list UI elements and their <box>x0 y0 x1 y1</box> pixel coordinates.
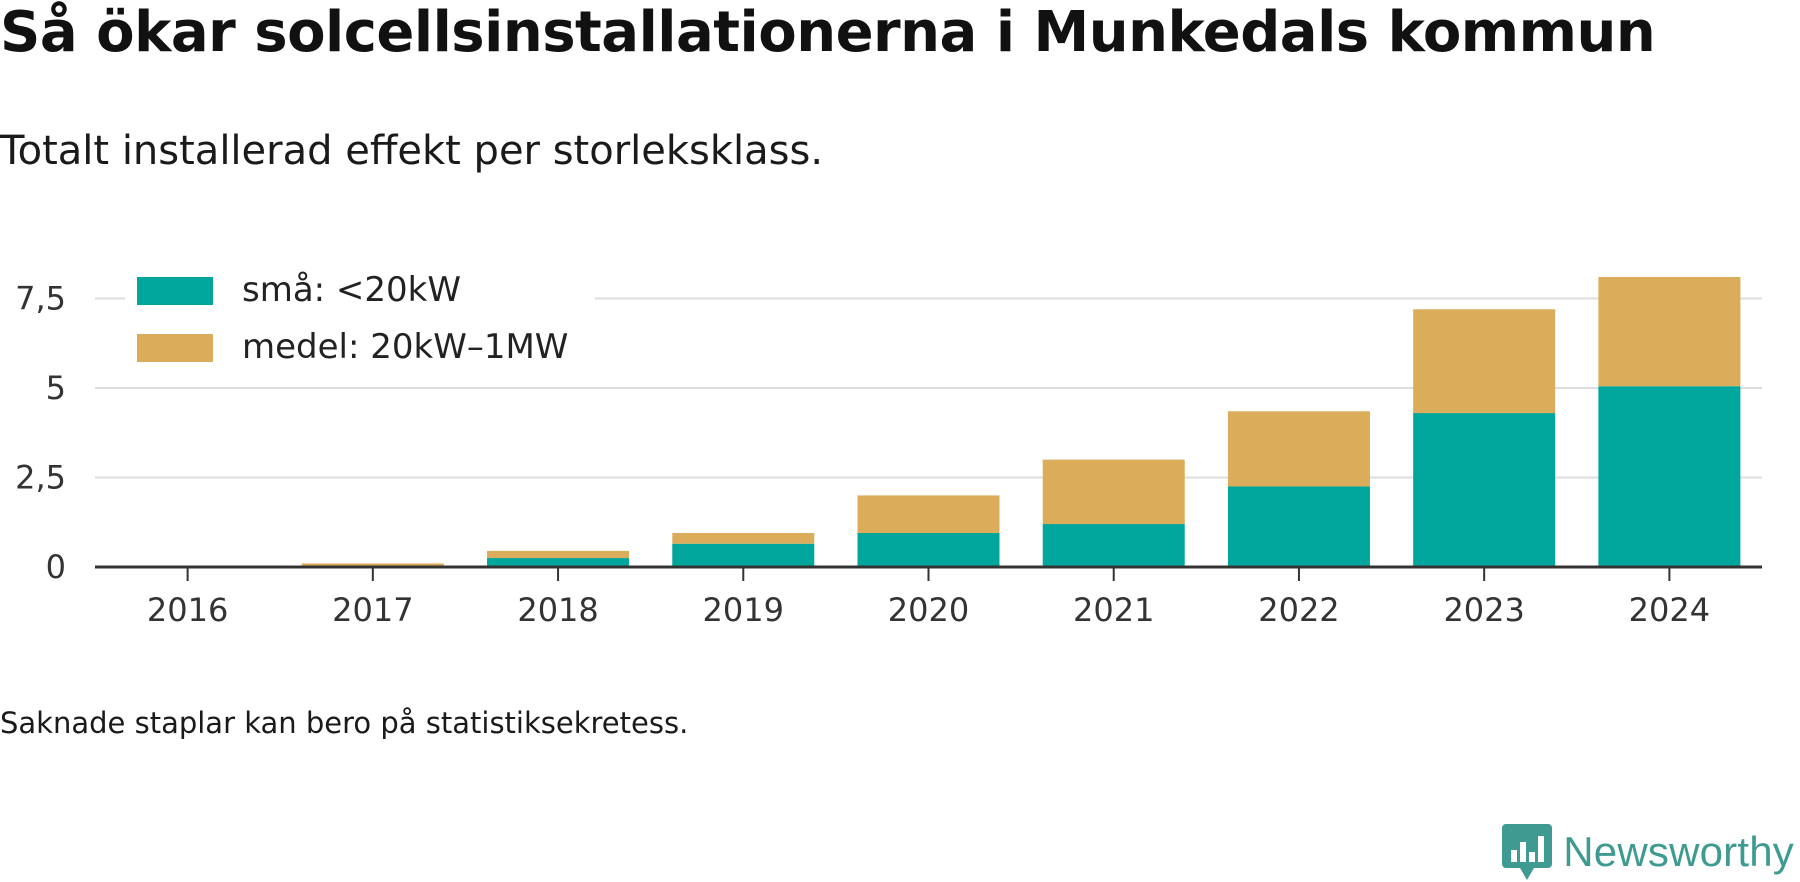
y-tick-label: 2,5 <box>15 459 66 497</box>
stacked-bar-chart: 0 2,5 5 7,5 2016 2017 2018 2019 2020 2021 2022 2023… <box>0 230 1800 630</box>
bar-segment-medium <box>858 495 1000 533</box>
legend: små: <20kW medel: 20kW–1MW <box>125 266 595 376</box>
bar-segment-medium <box>487 551 629 558</box>
x-tick-label: 2016 <box>147 591 228 629</box>
bar-segment-small <box>672 544 814 567</box>
bar-segment-small <box>1598 386 1740 567</box>
brand-name: Newsworthy <box>1563 828 1794 876</box>
footnote: Saknade staplar kan bero på statistiksek… <box>0 706 688 740</box>
bar-segment-small <box>1413 413 1555 567</box>
bar-segment-small <box>1043 524 1185 567</box>
y-tick-label: 5 <box>46 369 66 407</box>
x-tick-label: 2022 <box>1258 591 1339 629</box>
x-tick-label: 2017 <box>332 591 413 629</box>
x-tick-label: 2019 <box>703 591 784 629</box>
y-tick-label: 0 <box>46 548 66 586</box>
legend-label: medel: 20kW–1MW <box>242 327 568 367</box>
y-tick-label: 7,5 <box>15 280 66 318</box>
x-tick-label: 2021 <box>1073 591 1154 629</box>
bar-segment-medium <box>1043 460 1185 524</box>
chart-subtitle: Totalt installerad effekt per storlekskl… <box>0 128 823 174</box>
bar-segment-small <box>1228 486 1370 567</box>
x-tick-label: 2020 <box>888 591 969 629</box>
brand-logo[interactable]: Newsworthy <box>1501 822 1794 882</box>
bar-segment-small <box>858 533 1000 567</box>
newsworthy-logo-icon <box>1501 822 1553 882</box>
bar-segment-medium <box>1598 277 1740 386</box>
bar-segment-medium <box>1413 309 1555 413</box>
bar-segment-medium <box>1228 411 1370 486</box>
legend-swatch <box>137 277 213 305</box>
bar-segment-medium <box>672 533 814 544</box>
chart-title: Så ökar solcellsinstallationerna i Munke… <box>0 2 1655 64</box>
x-tick-label: 2018 <box>517 591 598 629</box>
x-tick-label: 2023 <box>1443 591 1524 629</box>
x-tick-label: 2024 <box>1629 591 1710 629</box>
legend-swatch <box>137 334 213 362</box>
legend-label: små: <20kW <box>242 270 461 310</box>
